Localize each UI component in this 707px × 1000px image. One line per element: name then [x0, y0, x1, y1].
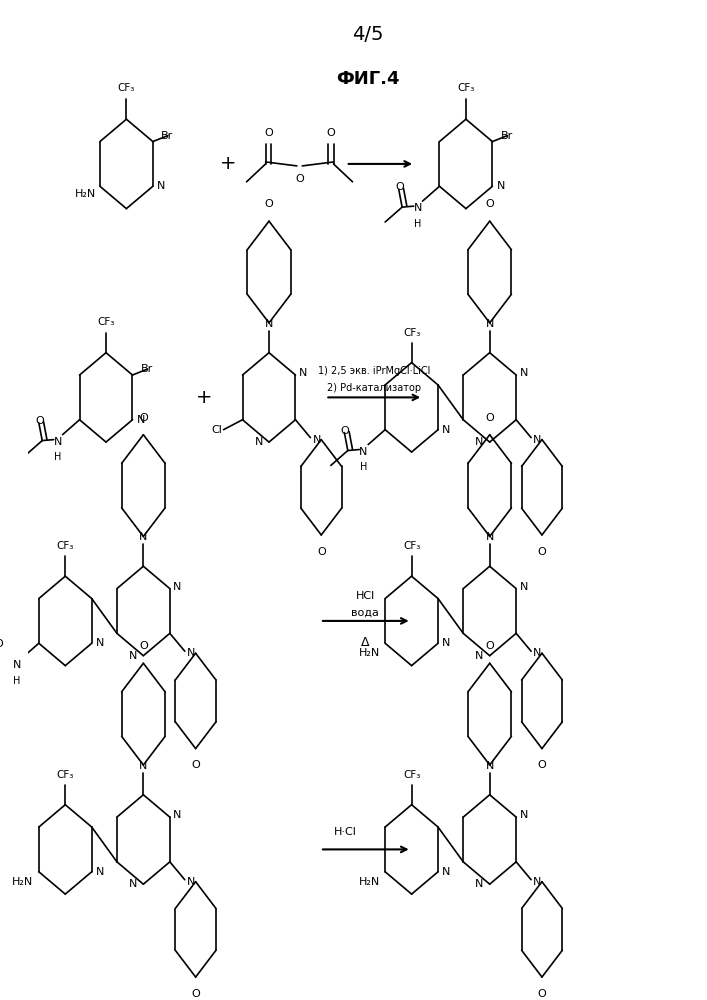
Text: O: O [485, 641, 494, 651]
Text: O: O [395, 182, 404, 192]
Text: CF₃: CF₃ [403, 770, 420, 780]
Text: N: N [299, 368, 308, 378]
Text: H₂N: H₂N [12, 877, 33, 887]
Text: N: N [312, 435, 321, 445]
Text: CF₃: CF₃ [57, 541, 74, 551]
Text: N: N [442, 425, 450, 435]
Text: O: O [35, 416, 44, 426]
Text: O: O [537, 760, 547, 770]
Text: N: N [96, 638, 104, 648]
Text: O: O [317, 547, 326, 557]
Text: O: O [327, 128, 335, 138]
Text: O: O [139, 641, 148, 651]
Text: N: N [520, 582, 528, 592]
Text: N: N [139, 532, 148, 542]
Text: +: + [197, 388, 213, 407]
Text: N: N [129, 651, 137, 661]
Text: N: N [187, 648, 195, 658]
Text: N: N [442, 867, 450, 877]
Text: O: O [192, 760, 200, 770]
Text: O: O [264, 128, 273, 138]
Text: N: N [533, 877, 542, 887]
Text: Br: Br [501, 131, 513, 141]
Text: N: N [486, 761, 494, 771]
Text: H₂N: H₂N [358, 877, 380, 887]
Text: H: H [54, 452, 62, 462]
Text: 1) 2,5 экв. iPrMgCl·LiCl: 1) 2,5 экв. iPrMgCl·LiCl [318, 366, 431, 376]
Text: O: O [139, 413, 148, 423]
Text: N: N [533, 648, 542, 658]
Text: N: N [442, 638, 450, 648]
Text: Br: Br [141, 364, 153, 374]
Text: ФИГ.4: ФИГ.4 [336, 70, 399, 88]
Text: H: H [414, 219, 421, 229]
Text: N: N [255, 437, 263, 447]
Text: N: N [157, 181, 165, 191]
Text: O: O [537, 989, 547, 999]
Text: H: H [360, 462, 367, 472]
Text: Br: Br [161, 131, 173, 141]
Text: N: N [520, 368, 528, 378]
Text: CF₃: CF₃ [98, 317, 115, 327]
Text: N: N [520, 810, 528, 820]
Text: N: N [496, 181, 505, 191]
Text: N: N [265, 319, 273, 329]
Text: O: O [341, 426, 349, 436]
Text: H₂N: H₂N [358, 648, 380, 658]
Text: N: N [96, 867, 104, 877]
Text: N: N [54, 437, 62, 447]
Text: N: N [486, 319, 494, 329]
Text: N: N [475, 651, 484, 661]
Text: HCl: HCl [356, 591, 375, 601]
Text: N: N [359, 447, 368, 457]
Text: CF₃: CF₃ [117, 83, 135, 93]
Text: H₂N: H₂N [75, 189, 96, 199]
Text: O: O [485, 199, 494, 209]
Text: CF₃: CF₃ [403, 328, 420, 338]
Text: O: O [192, 989, 200, 999]
Text: N: N [475, 437, 484, 447]
Text: Δ: Δ [361, 636, 370, 649]
Text: H·Cl: H·Cl [334, 827, 357, 837]
Text: N: N [173, 810, 182, 820]
Text: N: N [486, 532, 494, 542]
Text: CF₃: CF₃ [57, 770, 74, 780]
Text: 4/5: 4/5 [351, 25, 383, 44]
Text: N: N [414, 203, 422, 213]
Text: N: N [13, 660, 21, 670]
Text: O: O [0, 639, 3, 649]
Text: O: O [296, 174, 304, 184]
Text: N: N [533, 435, 542, 445]
Text: CF₃: CF₃ [403, 541, 420, 551]
Text: H: H [13, 676, 21, 686]
Text: CF₃: CF₃ [457, 83, 474, 93]
Text: N: N [129, 879, 137, 889]
Text: O: O [264, 199, 274, 209]
Text: O: O [537, 547, 547, 557]
Text: +: + [220, 154, 237, 173]
Text: N: N [139, 761, 148, 771]
Text: O: O [485, 413, 494, 423]
Text: 2) Pd-катализатор: 2) Pd-катализатор [327, 383, 421, 393]
Text: N: N [173, 582, 182, 592]
Text: вода: вода [351, 608, 380, 618]
Text: N: N [136, 415, 145, 425]
Text: N: N [475, 879, 484, 889]
Text: Cl: Cl [211, 425, 222, 435]
Text: N: N [187, 877, 195, 887]
